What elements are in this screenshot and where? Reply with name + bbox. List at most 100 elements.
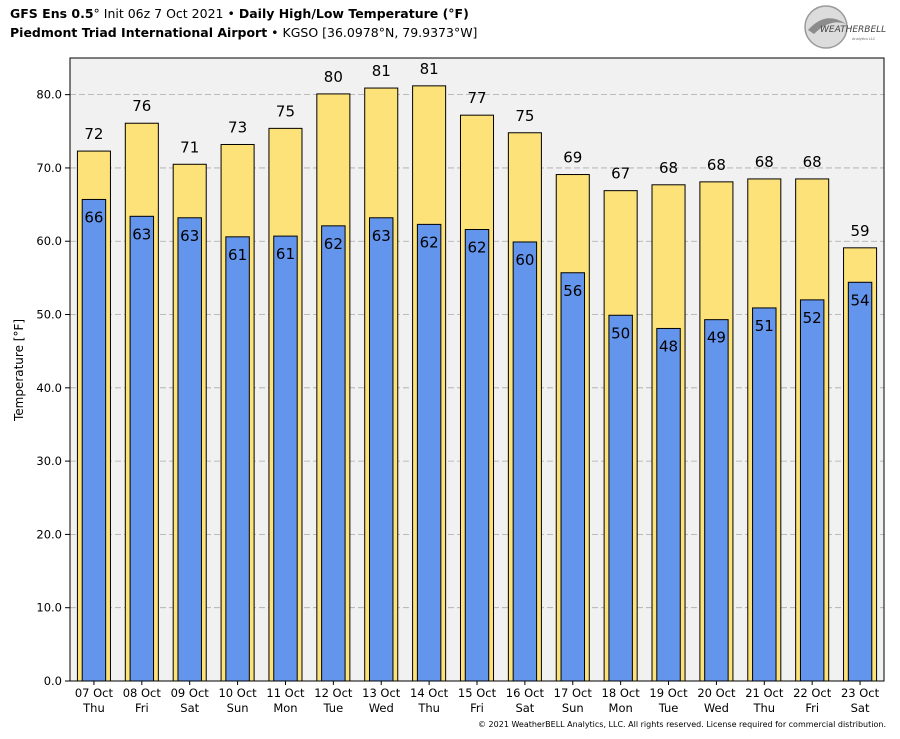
x-tick-label-date: 14 Oct — [410, 686, 449, 700]
high-temp-label: 67 — [611, 165, 630, 183]
low-temp-label: 60 — [515, 251, 534, 269]
low-temp-bar — [129, 215, 155, 682]
low-temp-label: 48 — [659, 337, 678, 355]
chart-title: GFS Ens 0.5° Init 06z 7 Oct 2021 • Daily… — [10, 6, 469, 21]
x-tick-label-date: 19 Oct — [649, 686, 688, 700]
copyright-notice: © 2021 WeatherBELL Analytics, LLC. All r… — [478, 720, 886, 729]
x-tick-label-date: 10 Oct — [218, 686, 257, 700]
y-tick-label: 60.0 — [36, 234, 62, 248]
subtitle-bullet: • — [271, 25, 279, 40]
x-tick-label-date: 23 Oct — [841, 686, 880, 700]
low-temp-bar — [225, 236, 250, 682]
chart-subtitle: Piedmont Triad International Airport • K… — [10, 25, 477, 40]
high-temp-label: 68 — [803, 153, 822, 171]
high-temp-label: 81 — [420, 60, 439, 78]
high-temp-label: 77 — [467, 89, 486, 107]
x-tick-label-weekday: Thu — [752, 701, 775, 715]
x-tick-label-weekday: Thu — [82, 701, 105, 715]
low-temp-bar — [416, 223, 442, 682]
x-tick-label-weekday: Sun — [227, 701, 249, 715]
low-temp-bar — [512, 241, 538, 682]
low-temp-label: 52 — [803, 309, 822, 327]
x-tick-label-date: 18 Oct — [602, 686, 641, 700]
low-temp-label: 56 — [563, 282, 582, 300]
x-tick-label-weekday: Mon — [609, 701, 633, 715]
high-temp-label: 68 — [707, 156, 726, 174]
logo-text: WEATHERBELL — [820, 25, 886, 35]
low-temp-label: 63 — [372, 227, 391, 245]
low-temp-bar — [464, 229, 490, 682]
low-temp-label: 49 — [707, 329, 726, 347]
high-temp-label: 75 — [515, 107, 534, 125]
high-temp-label: 80 — [324, 68, 343, 86]
product-name: Daily High/Low Temperature (°F) — [238, 6, 469, 21]
x-tick-label-weekday: Mon — [273, 701, 297, 715]
x-tick-label-weekday: Tue — [323, 701, 344, 715]
low-temp-bar — [273, 235, 298, 682]
x-tick-label-weekday: Thu — [417, 701, 440, 715]
bars: 72 66 76 63 71 63 73 61 75 61 80 62 81 63 81 62 77 62 75 60… — [76, 60, 878, 682]
x-tick-label-weekday: Sat — [851, 701, 870, 715]
low-temp-bar — [799, 299, 825, 682]
x-tick-label-date: 09 Oct — [171, 686, 210, 700]
high-temp-label: 69 — [563, 149, 582, 167]
station-info: KGSO [36.0978°N, 79.9373°W] — [282, 25, 478, 40]
title-bullet: • — [227, 6, 235, 21]
low-temp-bar — [656, 327, 681, 682]
x-tick-label-date: 15 Oct — [458, 686, 497, 700]
high-temp-label: 81 — [372, 62, 391, 80]
y-tick-label: 50.0 — [36, 308, 62, 322]
y-axis: 0.0 10.0 20.0 30.0 40.0 50.0 60.0 70.0 80.0 — [36, 88, 70, 688]
low-temp-label: 61 — [228, 246, 247, 264]
model-name: GFS Ens 0.5 — [10, 6, 94, 21]
y-tick-label: 80.0 — [36, 88, 62, 102]
x-tick-label-weekday: Fri — [135, 701, 149, 715]
x-tick-label-date: 07 Oct — [75, 686, 114, 700]
x-tick-label-date: 21 Oct — [745, 686, 784, 700]
x-tick-label-date: 16 Oct — [506, 686, 545, 700]
low-temp-label: 51 — [755, 317, 774, 335]
low-temp-bar — [847, 281, 873, 682]
high-temp-label: 75 — [276, 102, 295, 120]
plot-frame — [69, 57, 885, 682]
y-tick-label: 10.0 — [36, 601, 62, 615]
low-temp-bar — [81, 198, 107, 682]
low-temp-bar — [704, 319, 729, 682]
low-temp-label: 66 — [84, 208, 103, 226]
low-temp-label: 61 — [276, 245, 295, 263]
x-tick-label-date: 13 Oct — [362, 686, 401, 700]
low-temp-label: 62 — [467, 239, 486, 257]
low-temp-label: 63 — [180, 227, 199, 245]
high-temp-label: 71 — [180, 138, 199, 156]
x-tick-label-date: 20 Oct — [697, 686, 736, 700]
low-temp-bar — [752, 307, 777, 682]
high-temp-label: 59 — [851, 222, 870, 240]
init-time: Init 06z 7 Oct 2021 — [103, 6, 224, 21]
high-temp-label: 73 — [228, 118, 247, 136]
degree-symbol: ° — [93, 6, 100, 21]
y-tick-label: 20.0 — [36, 527, 62, 541]
logo-subtext: Analytics LLC — [852, 37, 876, 41]
x-tick-label-weekday: Sat — [180, 701, 199, 715]
x-tick-label-date: 17 Oct — [554, 686, 593, 700]
low-temp-bar — [321, 225, 346, 682]
x-tick-label-weekday: Fri — [470, 701, 484, 715]
low-temp-bar — [560, 272, 585, 682]
low-temp-label: 62 — [420, 233, 439, 251]
low-temp-bar — [177, 217, 202, 682]
high-temp-label: 76 — [132, 97, 151, 115]
x-tick-label-date: 08 Oct — [123, 686, 162, 700]
station-name: Piedmont Triad International Airport — [10, 25, 268, 40]
y-tick-label: 40.0 — [36, 381, 62, 395]
high-temp-label: 72 — [84, 125, 103, 143]
high-temp-label: 68 — [755, 153, 774, 171]
x-tick-label-weekday: Sun — [562, 701, 584, 715]
x-tick-label-date: 12 Oct — [314, 686, 353, 700]
low-temp-label: 63 — [132, 225, 151, 243]
x-tick-label-date: 22 Oct — [793, 686, 832, 700]
y-tick-label: 0.0 — [44, 674, 62, 688]
low-temp-label: 54 — [851, 291, 870, 309]
low-temp-label: 50 — [611, 324, 630, 342]
